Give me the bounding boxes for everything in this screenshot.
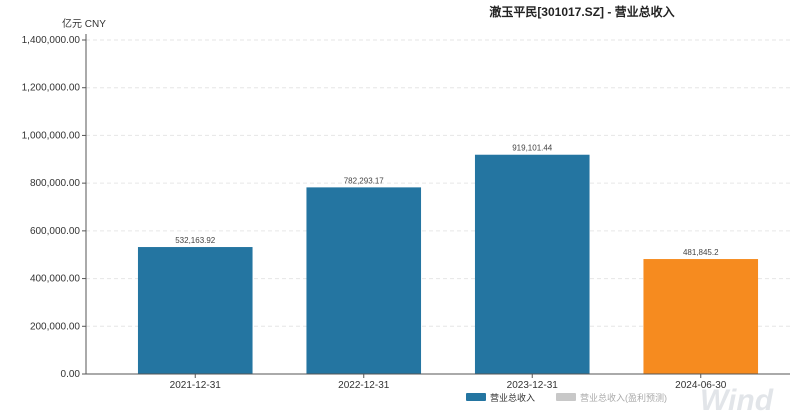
y-tick-label: 800,000.00 <box>30 178 80 189</box>
y-tick-label: 1,200,000.00 <box>22 83 81 94</box>
legend-label: 营业总收入(盈利预测) <box>580 392 667 403</box>
data-label: 919,101.44 <box>512 144 553 153</box>
x-tick-label: 2024-06-30 <box>675 380 727 391</box>
y-tick-label: 1,000,000.00 <box>22 130 81 141</box>
y-axis: 0.00 200,000.00 400,000.00 600,000.00 800,00… <box>22 34 87 380</box>
y-tick-label: 0.00 <box>61 369 81 380</box>
bars: 532,163.92 782,293.17 919,101.44 481,845.2 <box>137 144 759 374</box>
x-tick-label: 2022-12-31 <box>338 380 390 391</box>
x-tick-label: 2023-12-31 <box>507 380 559 391</box>
grid-lines <box>86 39 790 327</box>
y-tick-label: 1,400,000.00 <box>22 35 81 46</box>
bar <box>306 187 422 374</box>
legend[interactable]: 营业总收入 营业总收入(盈利预测) <box>466 392 667 403</box>
unit-label: 亿元 CNY <box>62 17 106 30</box>
y-tick-label: 200,000.00 <box>30 321 80 332</box>
x-tick-label: 2021-12-31 <box>170 380 222 391</box>
legend-swatch <box>556 393 576 401</box>
data-label: 532,163.92 <box>175 236 216 245</box>
data-label: 481,845.2 <box>683 248 719 257</box>
legend-swatch <box>466 393 486 401</box>
data-label: 782,293.17 <box>344 176 385 185</box>
wind-watermark: Wind <box>700 384 774 415</box>
x-axis: 2021-12-31 2022-12-31 2023-12-31 2024-06-30 <box>86 373 790 391</box>
legend-label: 营业总收入 <box>490 392 535 403</box>
bar <box>474 154 590 374</box>
y-tick-label: 600,000.00 <box>30 226 80 237</box>
bar <box>137 247 253 374</box>
chart-title: 澈玉平民[301017.SZ] - 营业总收入 <box>489 4 674 19</box>
bar <box>643 259 759 374</box>
y-tick-label: 400,000.00 <box>30 274 80 285</box>
